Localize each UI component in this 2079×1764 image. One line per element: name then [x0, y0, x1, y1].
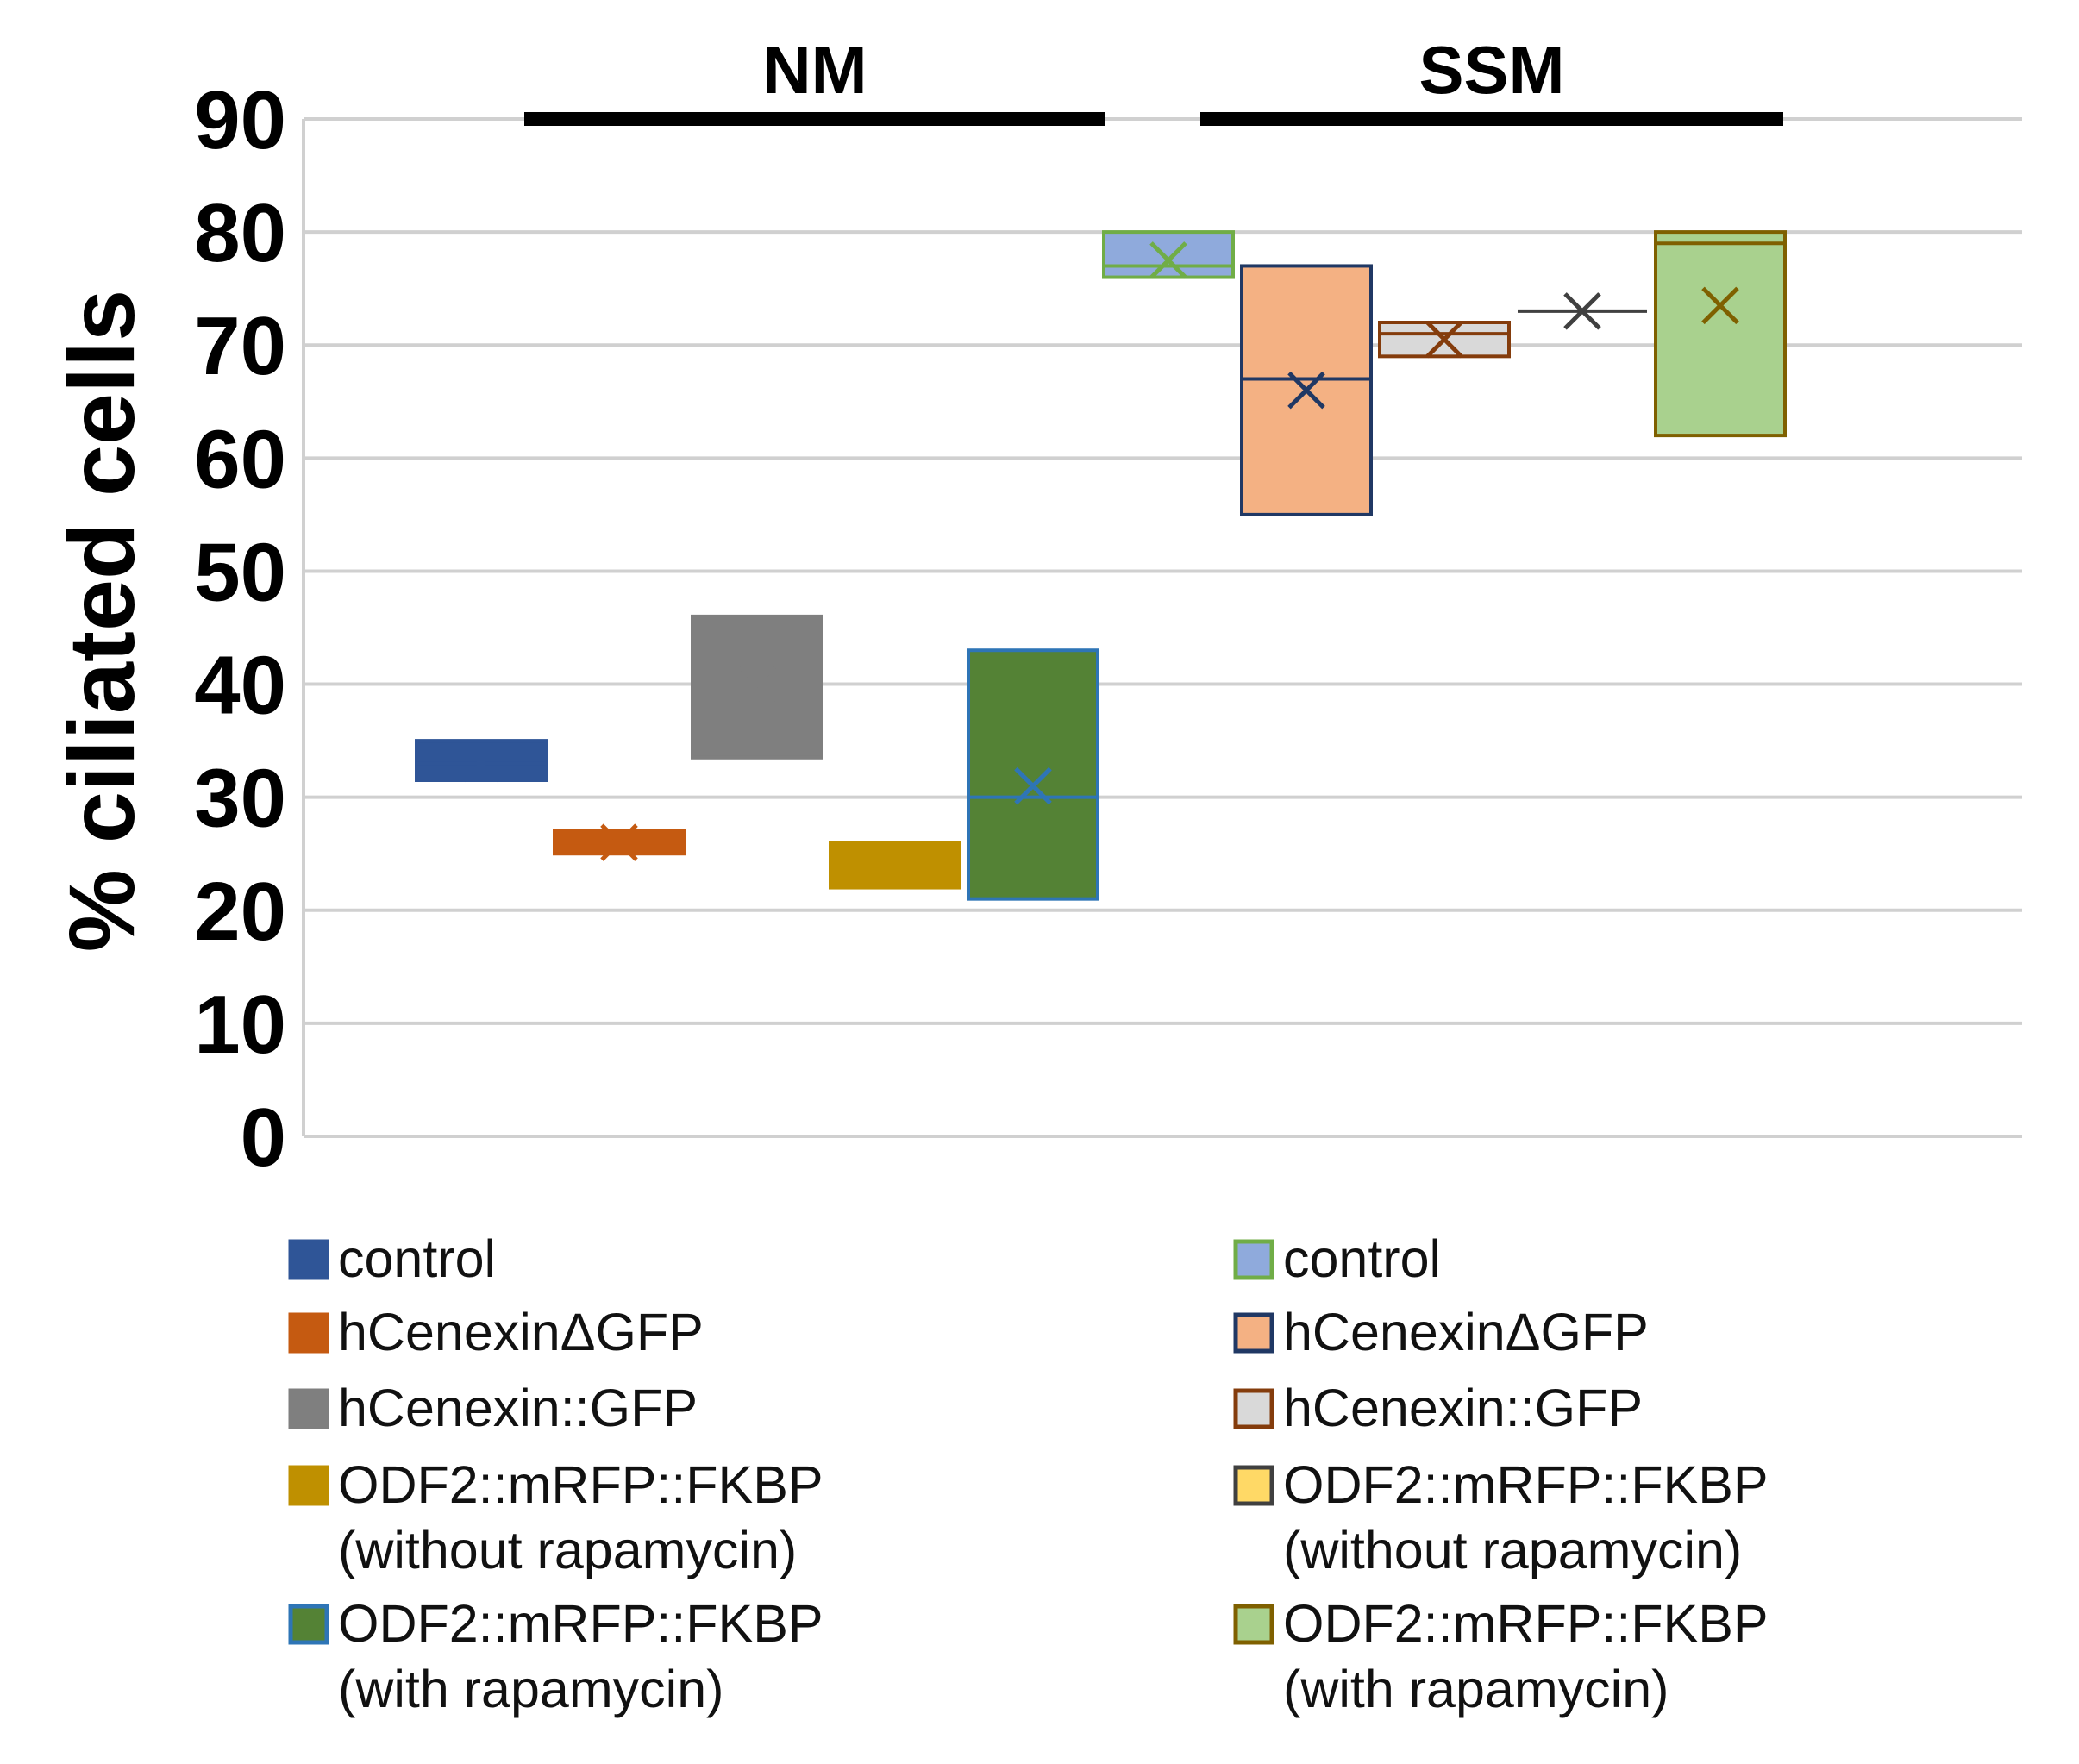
legend-label: hCenexin::GFP — [338, 1379, 698, 1437]
legend-item-nm-3: hCenexin::GFP — [288, 1379, 698, 1437]
legend-item-ssm-3: hCenexin::GFP — [1233, 1379, 1643, 1437]
legend-label: (with rapamycin) — [338, 1660, 723, 1718]
legend-item-nm-1: control — [288, 1229, 496, 1288]
legend-label: (with rapamycin) — [1283, 1660, 1669, 1718]
legend-swatch — [288, 1239, 329, 1280]
box-mean-marker — [1701, 286, 1739, 325]
y-tick-label: 80 — [194, 187, 286, 279]
y-axis-ticks: 0 10 20 30 40 50 60 70 80 90 — [194, 74, 286, 1184]
group-label: SSM — [1418, 32, 1564, 108]
box-mean-marker — [876, 846, 914, 885]
box-nm-4 — [829, 841, 961, 890]
legend-label: hCenexinΔGFP — [1283, 1303, 1649, 1361]
y-tick-label: 0 — [241, 1092, 286, 1184]
legend-item-nm-4: ODF2::mRFP::FKBP(without rapamycin) — [288, 1455, 823, 1579]
y-tick-label: 90 — [194, 74, 286, 166]
box-mean-marker — [1014, 766, 1052, 805]
legend-item-ssm-5: ODF2::mRFP::FKBP(with rapamycin) — [1233, 1594, 1769, 1718]
box-rect — [1378, 321, 1511, 359]
box-rect — [967, 648, 1099, 901]
box-mean-marker — [1563, 292, 1601, 330]
box-ssm-4 — [1518, 292, 1647, 330]
box-mean-marker — [738, 665, 776, 704]
legend-item-ssm-1: control — [1233, 1229, 1441, 1288]
boxes — [415, 230, 1787, 901]
legend-swatch — [1233, 1604, 1274, 1645]
y-tick-label: 50 — [194, 526, 286, 618]
legend-label: control — [1283, 1229, 1441, 1288]
legend-label: control — [338, 1229, 496, 1288]
box-ssm-1 — [1102, 230, 1235, 279]
box-mean-marker — [1149, 241, 1187, 279]
y-axis-label: % ciliated cells — [49, 290, 153, 952]
y-tick-label: 20 — [194, 866, 286, 958]
legend-label: ODF2::mRFP::FKBP — [1283, 1594, 1769, 1653]
box-ssm-2 — [1240, 264, 1373, 516]
legend-label: (without rapamycin) — [338, 1521, 797, 1579]
y-tick-label: 10 — [194, 979, 286, 1071]
legend-label: ODF2::mRFP::FKBP — [338, 1455, 823, 1514]
y-tick-label: 60 — [194, 413, 286, 505]
box-rect — [1102, 230, 1235, 279]
legend-item-nm-2: hCenexinΔGFP — [288, 1303, 704, 1361]
legend-item-ssm-2: hCenexinΔGFP — [1233, 1303, 1649, 1361]
y-tick-label: 70 — [194, 300, 286, 392]
legend: controlhCenexinΔGFPhCenexin::GFPODF2::mR… — [288, 1229, 1769, 1718]
legend-swatch — [288, 1604, 329, 1645]
legend-label: hCenexin::GFP — [1283, 1379, 1643, 1437]
box-nm-2 — [553, 823, 686, 861]
box-rect — [1654, 230, 1787, 438]
legend-label: ODF2::mRFP::FKBP — [338, 1594, 823, 1653]
legend-swatch — [288, 1312, 329, 1354]
legend-swatch — [1233, 1239, 1274, 1280]
legend-label: (without rapamycin) — [1283, 1521, 1742, 1579]
box-mean-marker — [462, 744, 500, 783]
box-mean-marker — [1287, 371, 1325, 410]
box-mean-marker — [1425, 320, 1463, 359]
box-nm-3 — [691, 614, 823, 760]
legend-swatch — [1233, 1312, 1274, 1354]
legend-swatch — [288, 1465, 329, 1506]
box-ssm-3 — [1378, 320, 1511, 359]
legend-swatch — [1233, 1388, 1274, 1429]
legend-swatch — [1233, 1465, 1274, 1506]
legend-swatch — [288, 1388, 329, 1429]
legend-label: ODF2::mRFP::FKBP — [1283, 1455, 1769, 1514]
y-tick-label: 30 — [194, 753, 286, 845]
box-nm-1 — [415, 739, 548, 783]
box-ssm-5 — [1654, 230, 1787, 438]
group-labels: NM SSM — [524, 32, 1783, 126]
legend-item-ssm-4: ODF2::mRFP::FKBP(without rapamycin) — [1233, 1455, 1769, 1579]
legend-item-nm-5: ODF2::mRFP::FKBP(with rapamycin) — [288, 1594, 823, 1718]
box-nm-5 — [967, 648, 1099, 901]
y-tick-label: 40 — [194, 640, 286, 732]
group-label: NM — [762, 32, 867, 108]
box-mean-marker — [600, 823, 638, 861]
legend-label: hCenexinΔGFP — [338, 1303, 704, 1361]
